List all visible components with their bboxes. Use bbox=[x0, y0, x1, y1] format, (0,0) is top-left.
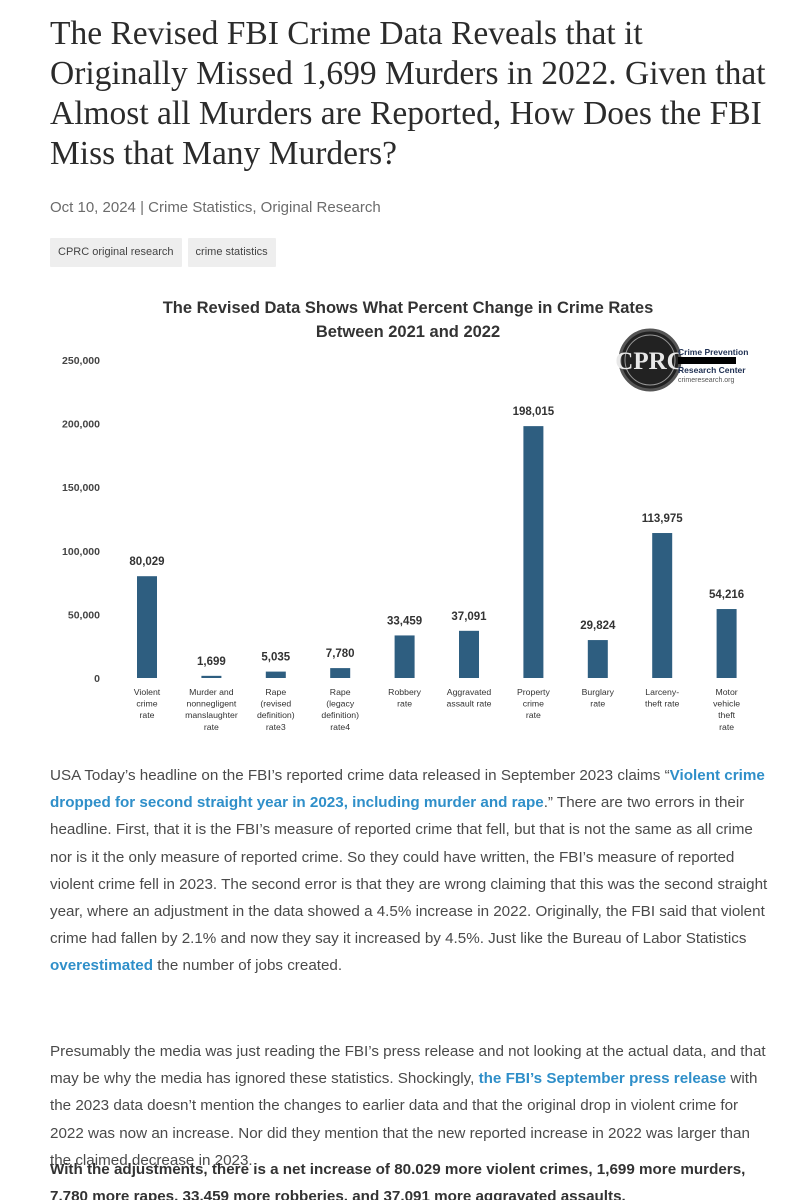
y-tick-label: 50,000 bbox=[68, 609, 100, 621]
cprc-logo: CPRC Crime Prevention Research Center cr… bbox=[615, 328, 748, 392]
bar bbox=[523, 426, 544, 678]
bar bbox=[652, 533, 673, 678]
bar-value-label: 1,699 bbox=[197, 656, 226, 668]
y-tick-label: 200,000 bbox=[62, 419, 100, 431]
chart-title-line-1: The Revised Data Shows What Percent Chan… bbox=[163, 299, 654, 317]
chart-title: The Revised Data Shows What Percent Chan… bbox=[163, 299, 654, 341]
bar bbox=[394, 635, 415, 678]
article-title: The Revised FBI Crime Data Reveals that … bbox=[50, 15, 766, 172]
bar bbox=[330, 668, 351, 678]
bar-value-label: 54,216 bbox=[709, 589, 744, 601]
x-category-label: Motor vehicle theft rate bbox=[713, 687, 740, 732]
x-category-label: Robbery rate bbox=[388, 687, 421, 709]
bar-value-label: 113,975 bbox=[642, 513, 684, 525]
usa-today-headline-link[interactable]: Violent crime dropped for second straigh… bbox=[50, 767, 765, 812]
y-tick-label: 150,000 bbox=[62, 482, 100, 494]
bar bbox=[459, 630, 479, 678]
bar bbox=[265, 671, 286, 678]
post-meta: Oct 10, 2024 | Crime Statistics, Origina… bbox=[50, 199, 381, 216]
paragraph-1-text-c: the number of jobs created. bbox=[152, 957, 343, 975]
post-categories[interactable]: Crime Statistics, Original Research bbox=[148, 199, 381, 216]
chart-title-line-2: Between 2021 and 2022 bbox=[316, 323, 500, 341]
paragraph-2-text-a: Presumably the media was just reading th… bbox=[50, 1043, 766, 1088]
tag-crime-statistics[interactable]: crime statistics bbox=[187, 238, 276, 267]
tag-list: CPRC original research crime statistics bbox=[50, 238, 276, 267]
value-labels: 80,029 1,699 5,035 7,780 33,459 37,091 198,015… bbox=[129, 406, 744, 668]
paragraph-1-text-b: .” There are two errors in their headlin… bbox=[50, 794, 768, 948]
y-tick-label: 100,000 bbox=[62, 546, 100, 558]
x-category-label: Rape (revised definition) rate3 bbox=[257, 687, 295, 732]
paragraph-1: USA Today’s headline on the FBI’s report… bbox=[50, 762, 772, 980]
paragraph-3: With the adjustments, there is a net inc… bbox=[50, 1161, 746, 1200]
logo-redaction-bar bbox=[678, 357, 736, 364]
crime-change-bar-chart: The Revised Data Shows What Percent Chan… bbox=[62, 299, 748, 732]
x-category-label: Burglary rate bbox=[582, 687, 615, 709]
bar-value-label: 80,029 bbox=[129, 556, 164, 568]
post-date: Oct 10, 2024 bbox=[50, 199, 136, 216]
bar-value-label: 29,824 bbox=[580, 620, 616, 632]
bar bbox=[716, 609, 737, 678]
x-category-label: Larceny-theft rate bbox=[645, 687, 679, 709]
bar bbox=[201, 675, 222, 678]
y-axis: 0 50,000 100,000 150,000 200,000 250,000 bbox=[62, 355, 100, 685]
logo-line2: Research Center bbox=[678, 365, 746, 375]
bar-value-label: 5,035 bbox=[261, 652, 290, 664]
y-tick-label: 0 bbox=[94, 673, 100, 685]
bars bbox=[137, 426, 737, 678]
overestimated-link[interactable]: overestimated bbox=[50, 957, 153, 975]
tag-cprc-original-research[interactable]: CPRC original research bbox=[50, 238, 182, 267]
x-category-label: Violent crime rate bbox=[134, 687, 161, 720]
paragraph-2: Presumably the media was just reading th… bbox=[50, 1038, 772, 1174]
paragraph-2-text-b: with the 2023 data doesn’t mention the c… bbox=[50, 1070, 758, 1169]
paragraph-1-text-a: USA Today’s headline on the FBI’s report… bbox=[50, 767, 670, 784]
bar-value-label: 7,780 bbox=[326, 648, 355, 660]
fbi-press-release-link[interactable]: the FBI’s September press release bbox=[478, 1070, 727, 1088]
logo-url: crimeresearch.org bbox=[678, 377, 735, 384]
bar-value-label: 33,459 bbox=[387, 615, 422, 627]
bar bbox=[587, 640, 608, 678]
bar-value-label: 37,091 bbox=[451, 611, 487, 623]
x-category-label: Aggravated assault rate bbox=[447, 687, 492, 709]
logo-line1: Crime Prevention bbox=[678, 347, 748, 357]
x-category-label: Property crime rate bbox=[517, 687, 550, 720]
bar bbox=[137, 576, 157, 678]
y-tick-label: 250,000 bbox=[62, 355, 100, 367]
x-category-label: Rape (legacy definition) rate4 bbox=[321, 687, 359, 732]
logo-mark: CPRC bbox=[615, 348, 684, 375]
x-category-label: Murder and nonnegligent manslaughter rate bbox=[185, 687, 238, 732]
logo-inner-ring bbox=[624, 334, 676, 386]
bar-value-label: 198,015 bbox=[513, 406, 555, 418]
x-axis: Violent crime rate Murder and nonnegligent ma… bbox=[134, 687, 740, 732]
meta-separator: | bbox=[140, 199, 144, 216]
